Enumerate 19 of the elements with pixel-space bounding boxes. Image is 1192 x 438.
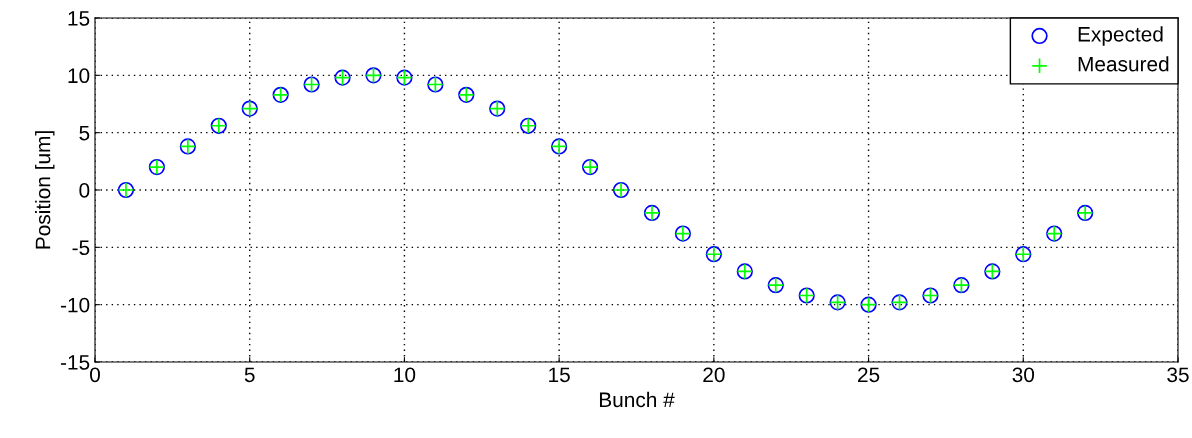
x-tick-label: 35 [1167, 367, 1189, 383]
x-tick-label: 20 [703, 367, 725, 383]
y-tick-label: 0 [79, 183, 90, 198]
x-tick-label: 5 [244, 367, 255, 383]
legend-label: Expected [1078, 26, 1163, 46]
y-tick-label: -5 [72, 240, 90, 256]
x-axis-title: Bunch # [599, 391, 675, 408]
y-tick-label: 15 [68, 11, 90, 26]
x-tick-label: 25 [858, 367, 880, 383]
y-tick-label: -10 [60, 297, 90, 313]
y-tick-label: 5 [79, 125, 90, 141]
x-tick-label: 30 [1012, 367, 1035, 383]
y-axis-title: Position [um] [35, 131, 55, 249]
x-tick-label: 10 [394, 367, 416, 383]
x-tick-label: 0 [90, 367, 100, 383]
y-tick-label: 10 [68, 68, 90, 84]
legend-label: Measured [1078, 56, 1169, 72]
y-tick-label: -15 [60, 355, 90, 370]
x-tick-label: 15 [549, 367, 570, 383]
